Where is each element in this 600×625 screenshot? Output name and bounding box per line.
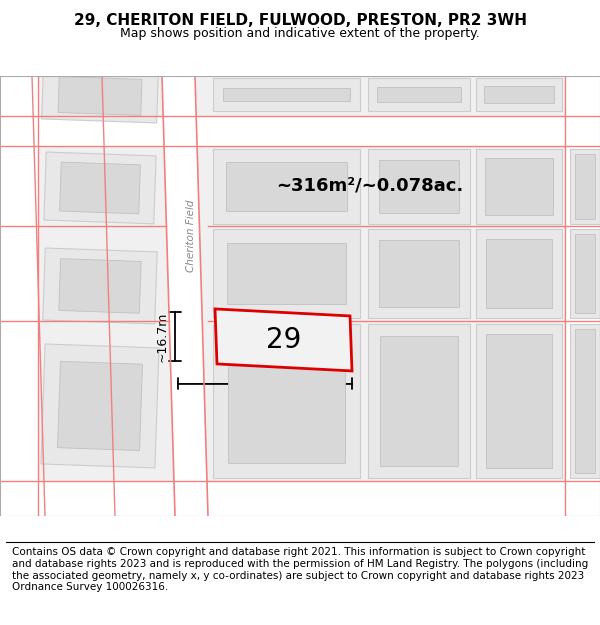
Polygon shape <box>41 344 159 468</box>
Polygon shape <box>570 324 600 478</box>
Polygon shape <box>41 69 158 123</box>
Polygon shape <box>368 78 470 111</box>
Polygon shape <box>213 149 360 224</box>
Polygon shape <box>379 240 459 307</box>
Polygon shape <box>565 76 600 516</box>
Polygon shape <box>0 76 38 516</box>
Polygon shape <box>59 259 141 313</box>
Polygon shape <box>215 309 352 371</box>
Polygon shape <box>379 160 459 213</box>
Polygon shape <box>213 78 360 111</box>
Text: ~16.7m: ~16.7m <box>156 311 169 362</box>
Polygon shape <box>0 116 600 146</box>
Polygon shape <box>575 234 595 313</box>
Polygon shape <box>368 229 470 318</box>
Polygon shape <box>58 76 142 116</box>
Polygon shape <box>486 334 552 468</box>
Polygon shape <box>213 324 360 478</box>
Polygon shape <box>570 149 600 224</box>
Polygon shape <box>0 481 600 516</box>
Polygon shape <box>228 339 345 463</box>
Polygon shape <box>377 87 461 102</box>
Polygon shape <box>380 336 458 466</box>
Polygon shape <box>485 158 553 215</box>
Text: 29: 29 <box>266 326 301 354</box>
Text: Cheriton Field: Cheriton Field <box>187 200 197 272</box>
Polygon shape <box>44 152 156 224</box>
Polygon shape <box>575 154 595 219</box>
Polygon shape <box>213 229 360 318</box>
Polygon shape <box>476 229 562 318</box>
Polygon shape <box>486 239 552 308</box>
Text: Map shows position and indicative extent of the property.: Map shows position and indicative extent… <box>120 27 480 40</box>
Text: ~316m²/~0.078ac.: ~316m²/~0.078ac. <box>277 177 464 195</box>
Polygon shape <box>59 162 140 214</box>
Polygon shape <box>368 324 470 478</box>
Polygon shape <box>43 248 157 324</box>
Polygon shape <box>476 149 562 224</box>
Polygon shape <box>476 324 562 478</box>
Polygon shape <box>162 76 208 516</box>
Polygon shape <box>223 88 350 101</box>
Polygon shape <box>575 329 595 473</box>
Polygon shape <box>58 361 143 451</box>
Polygon shape <box>476 78 562 111</box>
Polygon shape <box>368 149 470 224</box>
Text: 29, CHERITON FIELD, FULWOOD, PRESTON, PR2 3WH: 29, CHERITON FIELD, FULWOOD, PRESTON, PR… <box>74 13 527 28</box>
Text: ~31.6m: ~31.6m <box>240 392 290 405</box>
Polygon shape <box>484 86 554 103</box>
Polygon shape <box>570 229 600 318</box>
Polygon shape <box>226 162 347 211</box>
Text: Contains OS data © Crown copyright and database right 2021. This information is : Contains OS data © Crown copyright and d… <box>12 548 588 592</box>
Polygon shape <box>227 243 346 304</box>
